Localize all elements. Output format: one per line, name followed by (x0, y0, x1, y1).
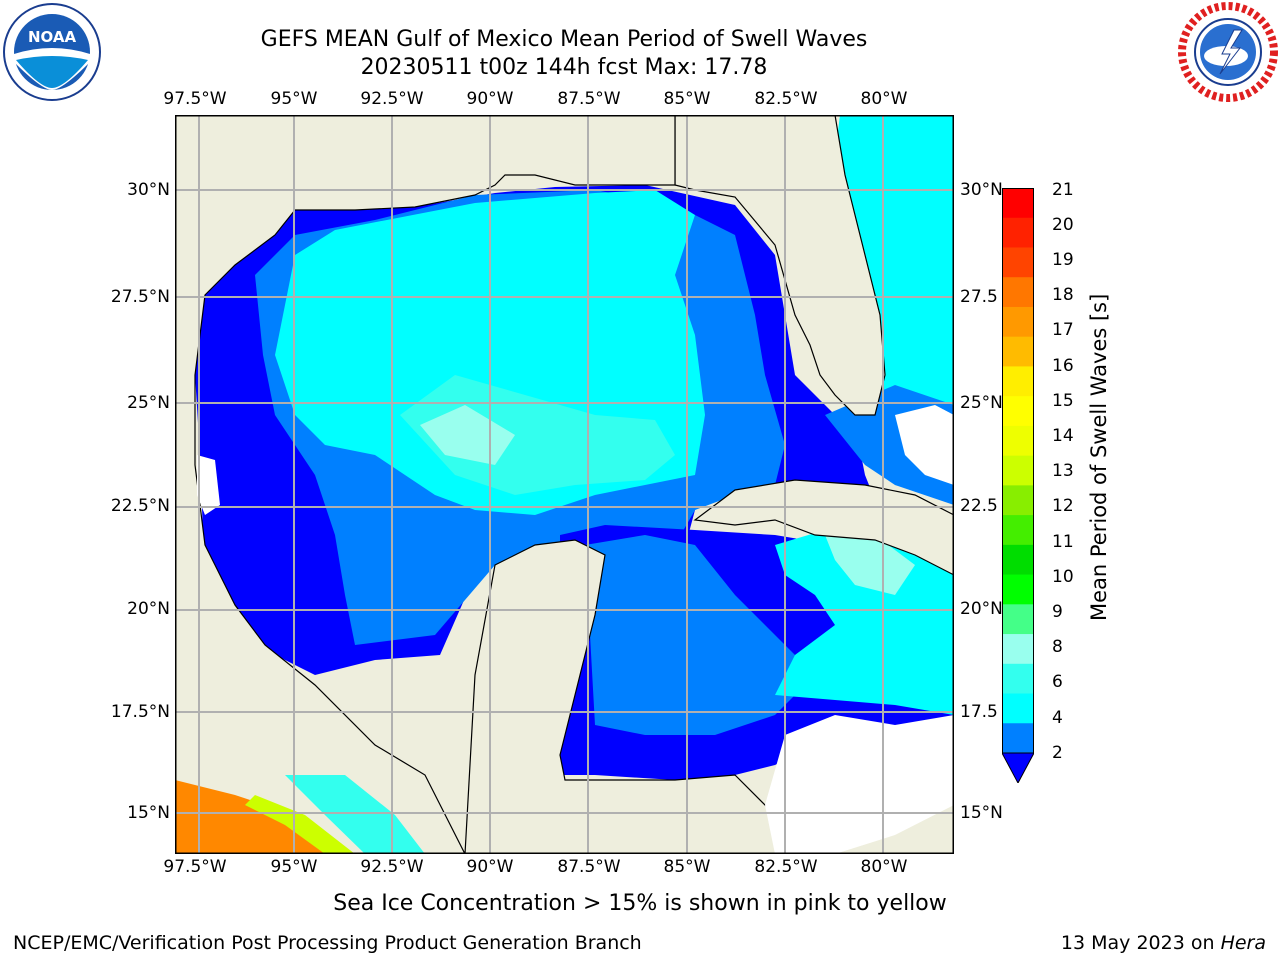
colorbar-bin (1002, 574, 1034, 605)
colorbar-bin (1002, 277, 1034, 308)
lat-label-right: 30°N (960, 180, 1003, 200)
colorbar-tick-label: 10 (1052, 567, 1074, 587)
lat-label-right: 22.5 (960, 496, 998, 516)
map-panel (174, 114, 955, 855)
map-frame (175, 115, 954, 854)
svg-text:NOAA: NOAA (28, 28, 77, 46)
lon-label-bottom: 87.5°W (557, 857, 621, 877)
lon-label-bottom: 95°W (270, 857, 318, 877)
colorbar-bin (1002, 217, 1034, 248)
colorbar-title: Mean Period of Swell Waves [s] (1087, 293, 1111, 621)
lon-label-top: 87.5°W (557, 89, 621, 109)
gulf-swell-8-9 (400, 375, 675, 495)
colorbar-bin (1002, 663, 1034, 695)
colorbar-bin (1002, 634, 1034, 665)
lon-label-bottom: 97.5°W (163, 857, 227, 877)
lon-label-top: 92.5°W (360, 89, 424, 109)
lon-label-top: 97.5°W (163, 89, 227, 109)
noaa-logo: NOAA (2, 2, 102, 102)
sea-ice-note: Sea Ice Concentration > 15% is shown in … (333, 891, 947, 916)
colorbar-tick-label: 20 (1052, 215, 1074, 235)
chart-title: GEFS MEAN Gulf of Mexico Mean Period of … (260, 27, 868, 52)
lat-label-right: 20°N (960, 599, 1003, 619)
colorbar-svg (1001, 188, 1035, 785)
lon-label-bottom: 90°W (466, 857, 514, 877)
colorbar-tick-label: 6 (1052, 672, 1063, 692)
lon-label-top: 90°W (466, 89, 514, 109)
colorbar-bin (1002, 604, 1034, 635)
colorbar-tick-label: 9 (1052, 602, 1063, 622)
colorbar-bin (1002, 723, 1034, 754)
yucatan-land (464, 539, 796, 855)
lat-label-left: 17.5°N (110, 702, 170, 722)
colorbar-bin (1002, 396, 1034, 427)
colorbar-tick-label: 13 (1052, 461, 1074, 481)
nodata-patch-gulf-w (197, 455, 220, 515)
mexico-land (174, 114, 676, 855)
lon-label-bottom: 85°W (663, 857, 711, 877)
footer-date: 13 May 2023 on Hera (1061, 932, 1266, 954)
colorbar-bin (1002, 336, 1034, 367)
lat-label-left: 15°N (127, 803, 170, 823)
colorbar-bin (1002, 247, 1034, 278)
lat-label-left: 20°N (127, 599, 170, 619)
caribbean-swell-9-10 (825, 535, 915, 595)
lat-label-right: 27.5 (960, 287, 998, 307)
lat-label-left: 30°N (127, 180, 170, 200)
gulf-swell-9-10 (420, 405, 515, 465)
colorbar-tick-label: 15 (1052, 391, 1074, 411)
colorbar-bin (1002, 544, 1034, 576)
lat-label-left: 27.5°N (110, 287, 170, 307)
lat-label-left: 25°N (127, 393, 170, 413)
colorbar-bin (1002, 455, 1034, 486)
lon-label-bottom: 80°W (860, 857, 908, 877)
caribbean-swell-4-6 (585, 535, 815, 735)
lat-label-left: 22.5°N (110, 496, 170, 516)
colorbar-bin (1002, 693, 1034, 724)
colorbar-tick-label: 8 (1052, 637, 1063, 657)
lon-label-top: 82.5°W (754, 89, 818, 109)
lat-label-right: 15°N (960, 803, 1003, 823)
colorbar-bin (1002, 425, 1034, 457)
lon-label-top: 80°W (860, 89, 908, 109)
colorbar-bin (1002, 188, 1034, 219)
nws-logo (1176, 0, 1280, 104)
colorbar-tick-label: 2 (1052, 743, 1063, 763)
colorbar-bin (1002, 306, 1034, 338)
pacific-swell-12-15 (245, 795, 355, 854)
lat-label-right: 17.5 (960, 702, 998, 722)
colorbar-bin (1002, 366, 1034, 397)
lat-label-right: 25°N (960, 393, 1003, 413)
colorbar-tick-label: 17 (1052, 320, 1074, 340)
lon-label-bottom: 82.5°W (754, 857, 818, 877)
colorbar-tick-label: 18 (1052, 285, 1074, 305)
footer-date-text: 13 May 2023 on (1060, 932, 1221, 954)
map-canvas (174, 114, 955, 855)
colorbar-tick-label: 11 (1052, 532, 1074, 552)
colorbar-tick-label: 4 (1052, 708, 1063, 728)
lon-label-top: 85°W (663, 89, 711, 109)
colorbar-tick-label: 14 (1052, 426, 1074, 446)
colorbar-tick-label: 16 (1052, 356, 1074, 376)
pacific-swell-6-8 (285, 775, 425, 854)
colorbar-frame (1002, 188, 1034, 754)
colorbar-tick-label: 19 (1052, 250, 1074, 270)
colorbar-tick-label: 12 (1052, 496, 1074, 516)
footer-credit: NCEP/EMC/Verification Post Processing Pr… (13, 932, 642, 954)
colorbar-bin (1002, 485, 1034, 516)
colorbar-under-arrow (1001, 752, 1035, 785)
chart-subtitle: 20230511 t00z 144h fcst Max: 17.78 (360, 55, 768, 80)
bahamas-land (895, 405, 954, 485)
colorbar (1001, 188, 1035, 785)
caribbean-swell-6-8 (775, 530, 954, 715)
map-gridlines (175, 115, 954, 854)
footer-host: Hera (1220, 932, 1266, 954)
lon-label-top: 95°W (270, 89, 318, 109)
nodata-patch-se (765, 715, 954, 854)
colorbar-bin (1002, 515, 1034, 546)
lon-label-bottom: 92.5°W (360, 857, 424, 877)
colorbar-tick-label: 21 (1052, 180, 1074, 200)
